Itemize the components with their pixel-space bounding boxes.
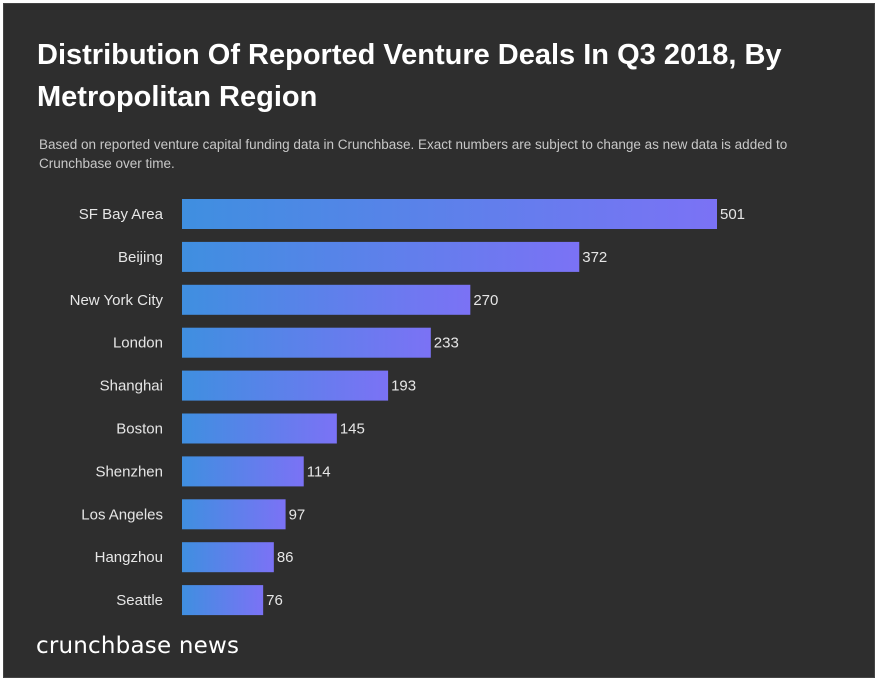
value-label-new-york-city: 270: [473, 292, 498, 309]
bar-new-york-city: [182, 284, 471, 315]
value-label-los-angeles: 97: [289, 506, 306, 523]
value-label-london: 233: [434, 335, 459, 352]
value-label-boston: 145: [340, 421, 365, 438]
chart-subtitle: Based on reported venture capital fundin…: [39, 137, 788, 171]
bar-shenzhen: [182, 456, 304, 487]
category-label-london: London: [113, 335, 163, 352]
category-label-los-angeles: Los Angeles: [81, 506, 163, 523]
value-label-seattle: 76: [266, 592, 283, 609]
category-label-sf-bay-area: SF Bay Area: [79, 206, 164, 223]
category-label-hangzhou: Hangzhou: [95, 549, 163, 566]
bar-shanghai: [182, 370, 389, 401]
bar-seattle: [182, 585, 264, 616]
bar-beijing: [182, 241, 580, 272]
chart-card: [3, 3, 875, 678]
bar-los-angeles: [182, 499, 286, 530]
bar-boston: [182, 413, 337, 444]
category-label-beijing: Beijing: [118, 249, 163, 266]
category-label-seattle: Seattle: [116, 592, 163, 609]
bar-hangzhou: [182, 542, 274, 573]
crunchbase-news-logo: crunchbase news: [36, 633, 240, 659]
value-label-shanghai: 193: [391, 378, 416, 395]
category-label-boston: Boston: [116, 421, 163, 438]
value-label-hangzhou: 86: [277, 549, 294, 566]
category-label-shanghai: Shanghai: [100, 378, 163, 395]
bar-london: [182, 327, 431, 358]
category-label-shenzhen: Shenzhen: [95, 463, 163, 480]
value-label-shenzhen: 114: [307, 463, 331, 480]
bar-sf-bay-area: [182, 199, 717, 229]
value-label-sf-bay-area: 501: [720, 206, 745, 223]
chart-title: Distribution Of Reported Venture Deals I…: [37, 39, 782, 113]
value-label-beijing: 372: [582, 249, 607, 266]
category-label-new-york-city: New York City: [70, 292, 164, 309]
